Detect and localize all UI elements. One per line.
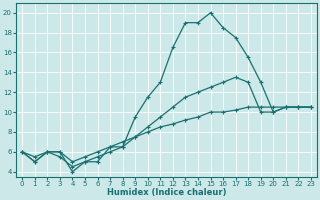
X-axis label: Humidex (Indice chaleur): Humidex (Indice chaleur) xyxy=(107,188,226,197)
